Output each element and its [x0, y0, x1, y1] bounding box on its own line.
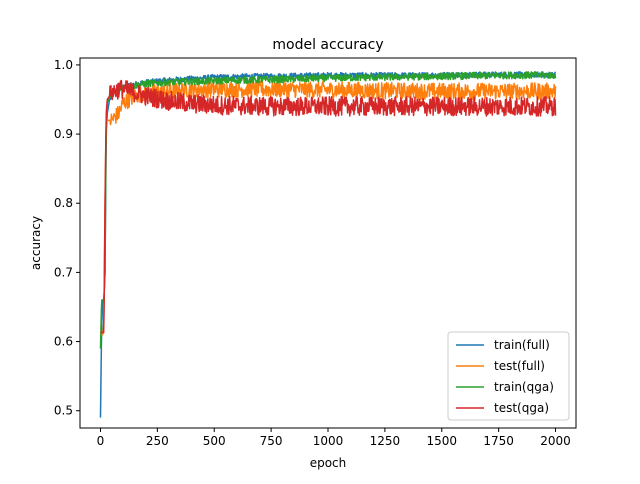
- y-tick-label: 0.5: [54, 404, 73, 418]
- legend-box: [447, 331, 570, 421]
- series-line-train-qga: [99, 71, 557, 349]
- x-tick-label: 1250: [370, 434, 401, 448]
- series-line-test-qga: [100, 79, 557, 334]
- x-tick-label: 1000: [313, 434, 344, 448]
- chart-title: model accuracy: [272, 37, 383, 53]
- x-tick-label: 0: [97, 434, 105, 448]
- x-axis-label: epoch: [310, 456, 347, 470]
- x-tick-label: 1750: [483, 434, 514, 448]
- x-tick-label: 500: [203, 434, 226, 448]
- y-tick-label: 0.9: [54, 127, 73, 141]
- series-layer: [99, 71, 557, 418]
- x-tick-label: 750: [260, 434, 283, 448]
- y-axis: 0.5 0.6 0.7 0.8 0.9 1.0: [54, 58, 80, 418]
- legend-label-test-full: test(full): [494, 359, 545, 373]
- x-tick-label: 250: [146, 434, 169, 448]
- x-axis: 0 250 500 750 1000 1250 1500 1750 2000: [97, 428, 571, 448]
- legend-label-train-qga: train(qga): [494, 380, 554, 394]
- legend-label-train-full: train(full): [494, 338, 550, 352]
- legend-label-test-qga: test(qga): [494, 401, 549, 415]
- y-tick-label: 0.6: [54, 335, 73, 349]
- series-line-test-full: [100, 80, 557, 336]
- x-tick-label: 2000: [540, 434, 571, 448]
- x-tick-label: 1500: [426, 434, 457, 448]
- y-axis-label: accuracy: [29, 216, 43, 270]
- legend: train(full) test(full) train(qga) test(qga): [447, 331, 570, 421]
- y-tick-label: 0.7: [54, 265, 73, 279]
- y-tick-label: 0.8: [54, 196, 73, 210]
- y-tick-label: 1.0: [54, 58, 73, 72]
